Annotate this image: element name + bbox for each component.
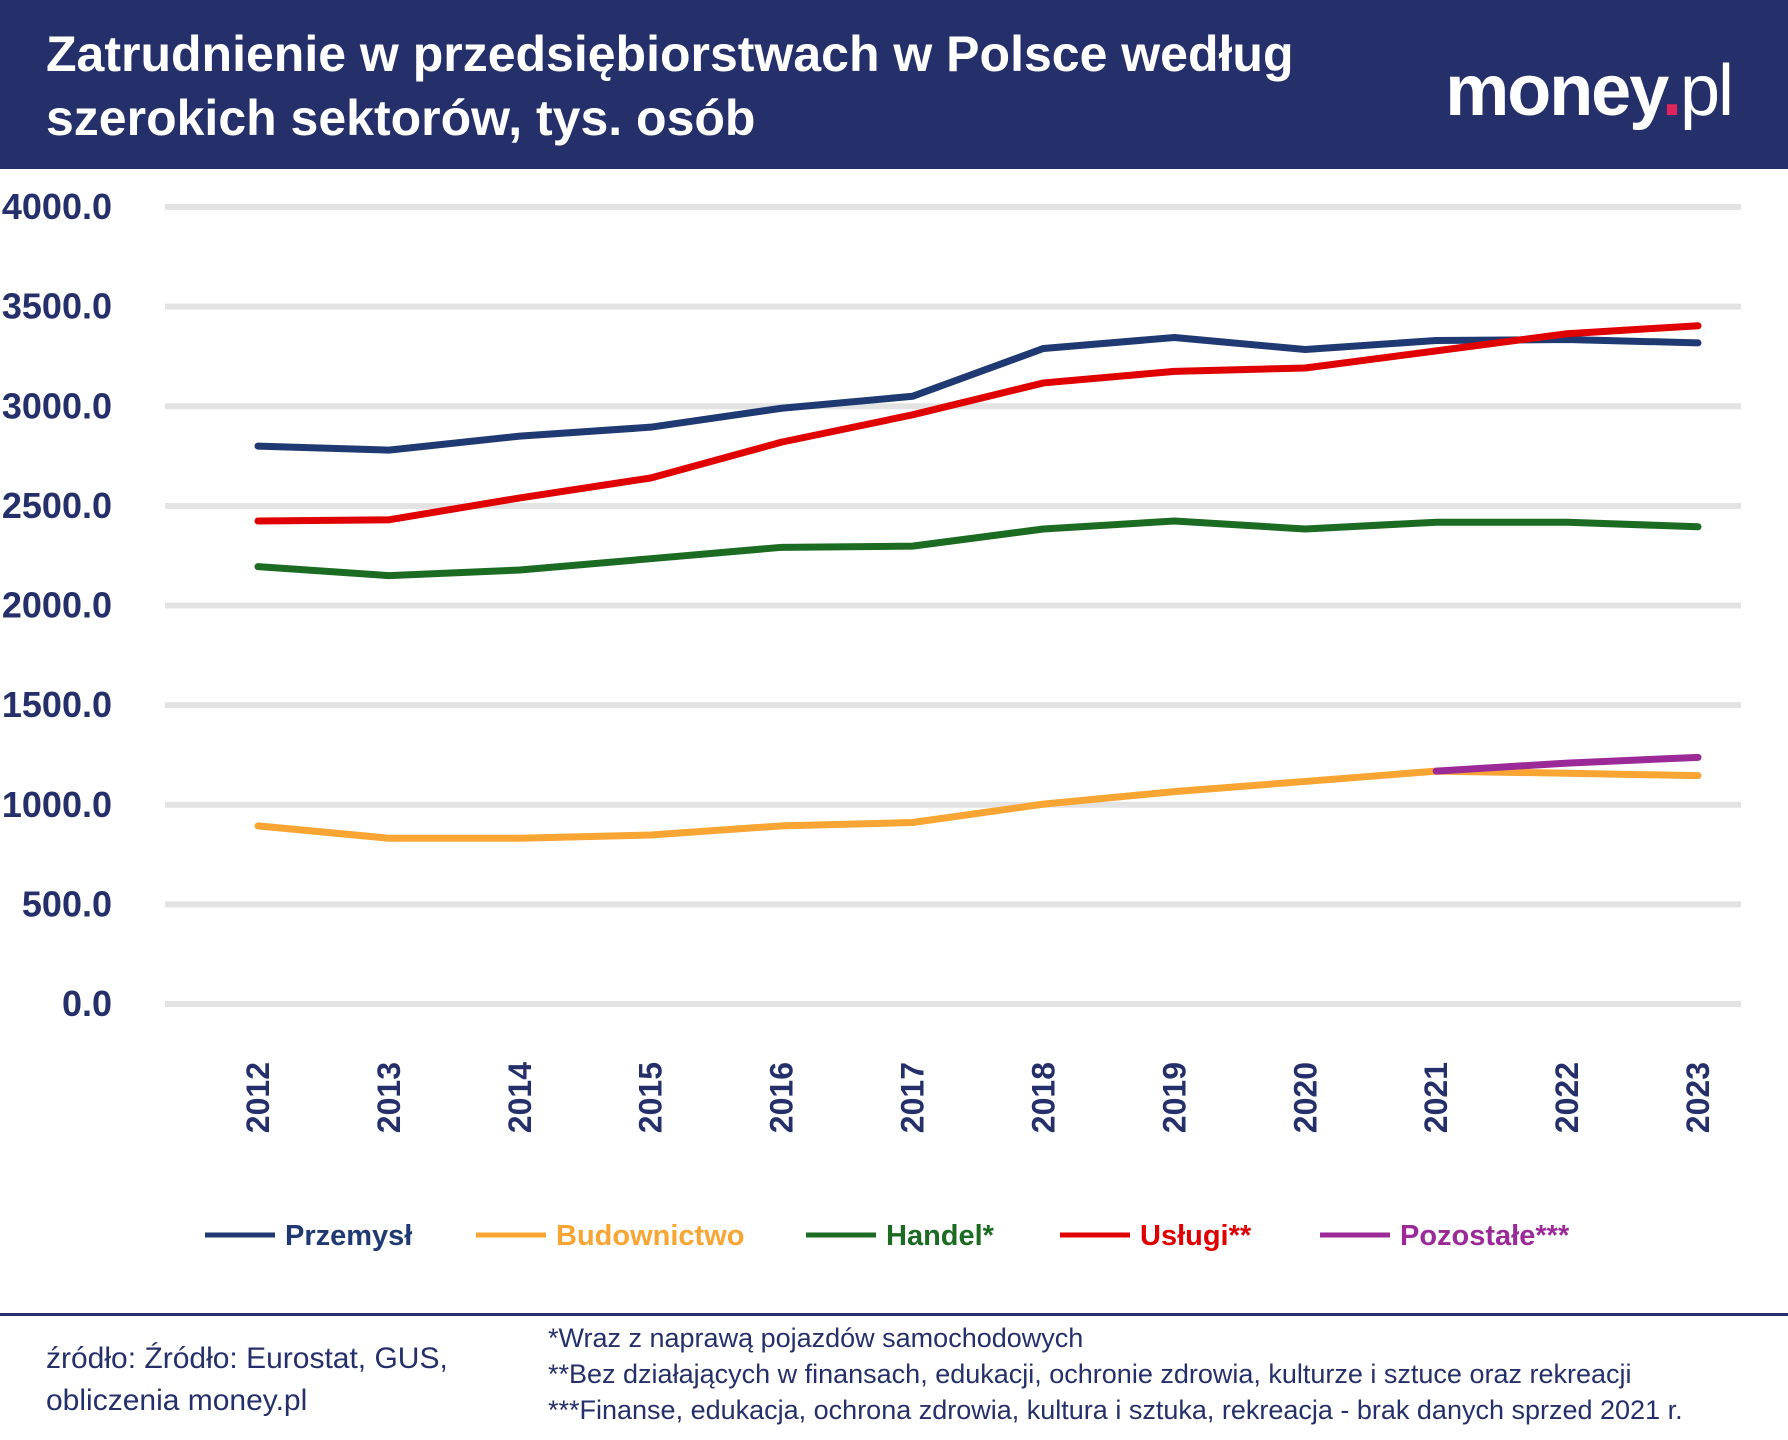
legend-label: Pozostałe*** <box>1400 1220 1570 1252</box>
x-tick-label: 2015 <box>633 1062 669 1133</box>
y-tick-label: 3500.0 <box>2 286 112 327</box>
series-line-2 <box>254 517 1702 580</box>
money-pl-logo: money.pl <box>1445 51 1734 131</box>
legend-label: Przemysł <box>285 1220 412 1252</box>
footnote: **Bez działających w finansach, edukacji… <box>548 1359 1632 1389</box>
footnote: ***Finanse, edukacja, ochrona zdrowia, k… <box>548 1395 1683 1425</box>
series-line-4 <box>1432 753 1702 775</box>
x-tick-label: 2022 <box>1549 1062 1585 1133</box>
y-tick-label: 3000.0 <box>2 385 112 426</box>
source-text: źródło: Źródło: Eurostat, GUS, obliczeni… <box>46 1342 448 1417</box>
y-tick-label: 2500.0 <box>2 485 112 526</box>
y-tick-label: 1500.0 <box>2 684 112 725</box>
x-tick-label: 2017 <box>895 1062 931 1133</box>
x-tick-label: 2023 <box>1680 1062 1716 1133</box>
x-tick-label: 2019 <box>1156 1062 1192 1133</box>
y-tick-label: 4000.0 <box>2 186 112 227</box>
y-tick-label: 0.0 <box>62 983 112 1024</box>
series-line-0 <box>254 334 1702 454</box>
x-tick-label: 2018 <box>1025 1062 1061 1133</box>
y-tick-label: 500.0 <box>22 883 112 924</box>
line-chart: 0.0 500.0 1000.0 1500.0 2000.0 2500.0 3000.0 35… <box>2 186 1741 1252</box>
x-tick-label: 2021 <box>1418 1062 1454 1133</box>
y-tick-label: 2000.0 <box>2 585 112 626</box>
footnote: *Wraz z naprawą pojazdów samochodowych <box>548 1323 1084 1353</box>
chart-title: Zatrudnienie w przedsiębiorstwach w Pols… <box>46 26 1294 146</box>
legend-label: Usługi** <box>1140 1220 1252 1252</box>
series-line-3 <box>254 322 1702 525</box>
x-tick-label: 2013 <box>371 1062 407 1133</box>
footnotes: *Wraz z naprawą pojazdów samochodowych *… <box>548 1320 1683 1428</box>
x-tick-label: 2014 <box>502 1062 538 1133</box>
x-tick-label: 2020 <box>1287 1062 1323 1133</box>
y-tick-label: 1000.0 <box>2 784 112 825</box>
footer-divider <box>0 1313 1788 1316</box>
header: Zatrudnienie w przedsiębiorstwach w Pols… <box>0 0 1788 169</box>
legend-label: Handel* <box>886 1220 995 1252</box>
legend-label: Budownictwo <box>556 1220 744 1252</box>
x-tick-label: 2016 <box>764 1062 800 1133</box>
x-tick-label: 2012 <box>240 1062 276 1133</box>
